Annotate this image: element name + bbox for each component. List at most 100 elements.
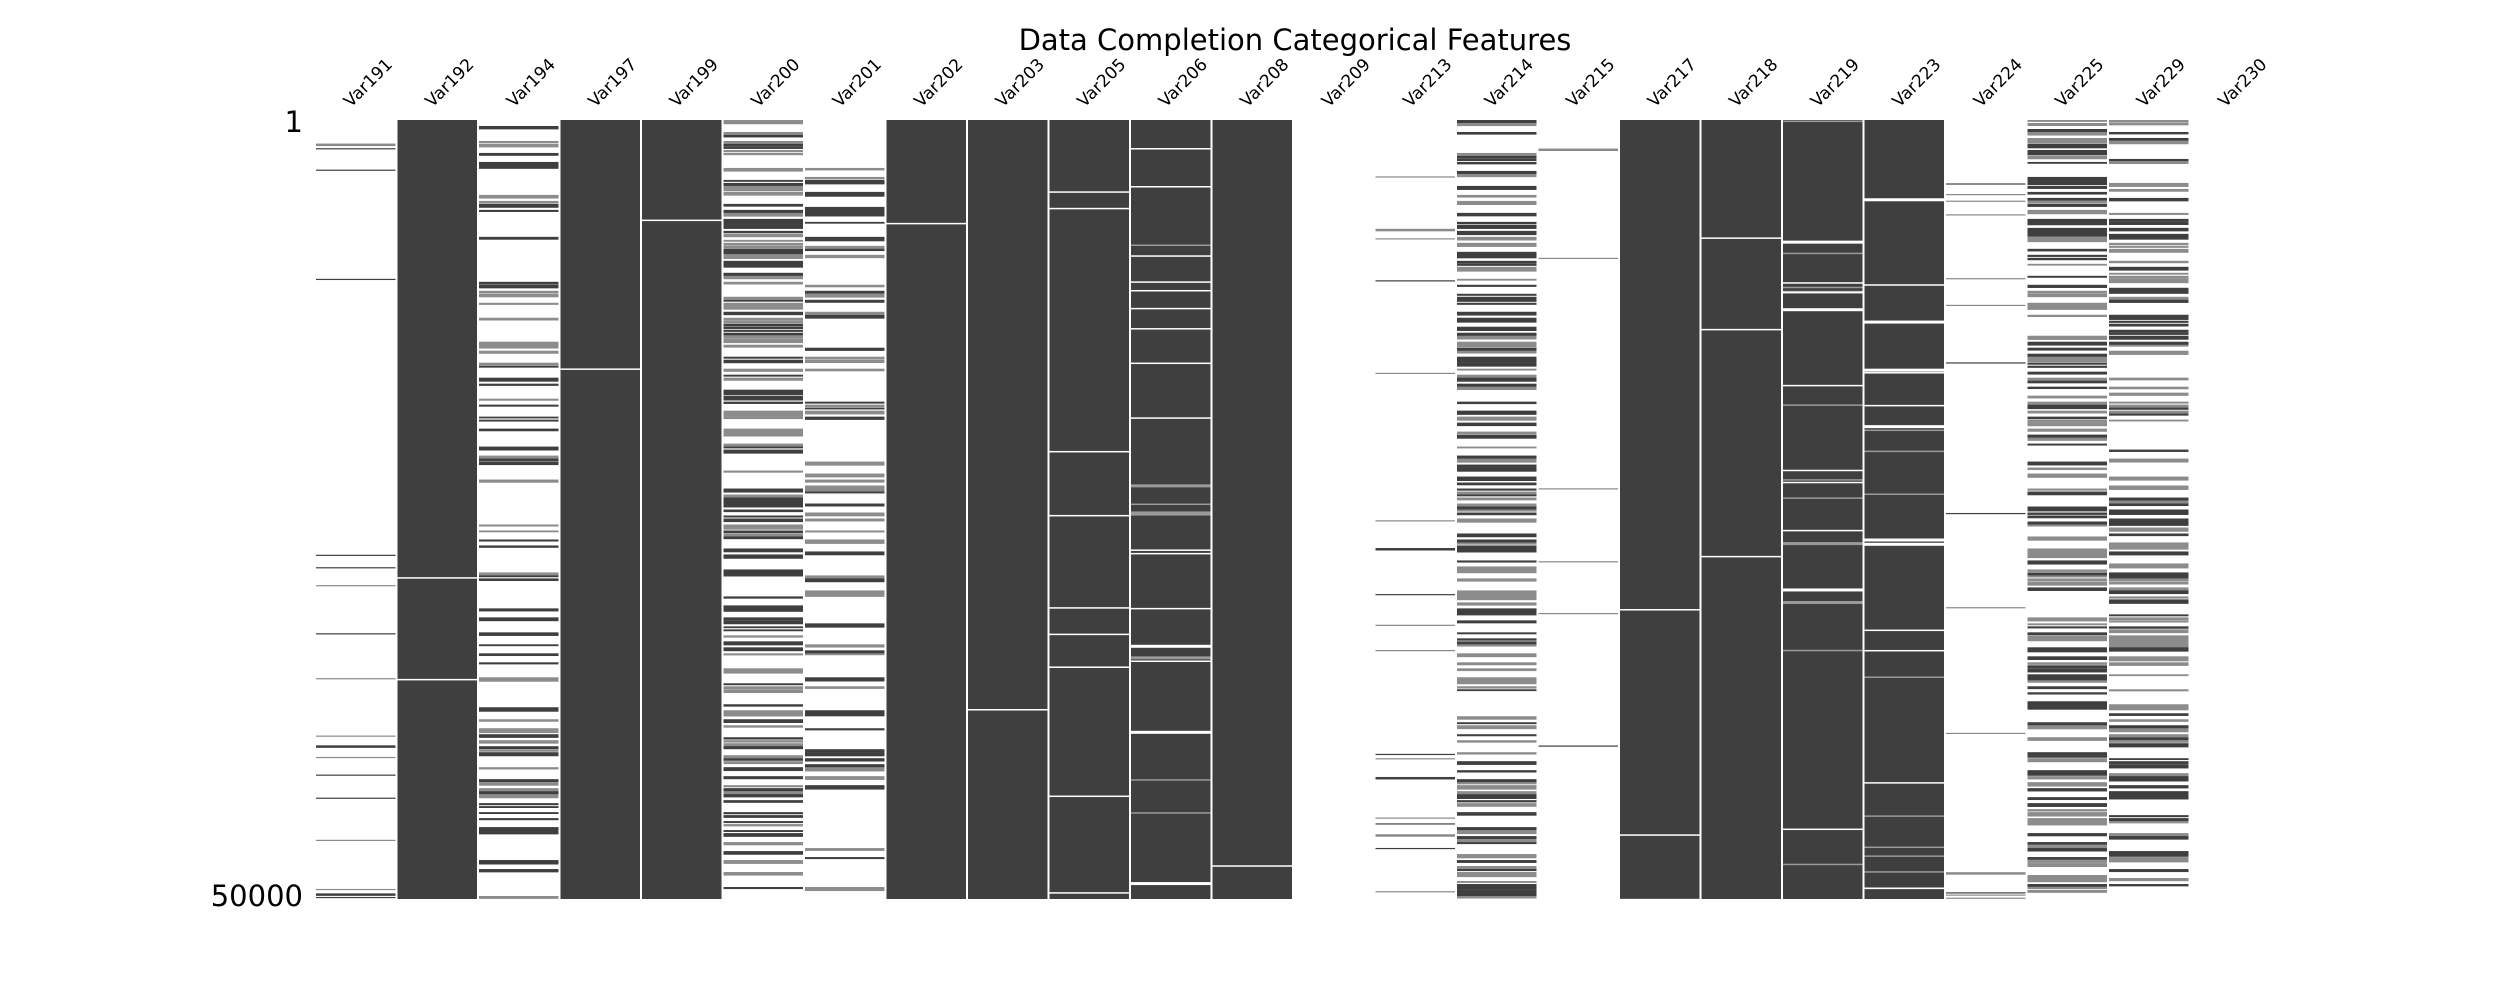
missing-line [1131,552,1211,555]
present-line [316,735,396,737]
column-label-var214: Var214 [1481,55,1538,112]
present-line [2027,209,2107,215]
present-line [805,314,885,319]
present-line [2109,635,2189,639]
present-line [723,548,803,553]
present-line [479,749,559,752]
present-line [479,200,559,204]
missing-line [1783,649,1863,652]
present-line [2109,641,2189,645]
present-line [2109,761,2189,765]
present-line [723,248,803,252]
missing-line [1620,898,1700,901]
present-line [2109,317,2189,320]
missing-line [1783,828,1863,831]
present-line [1457,872,1537,876]
present-line [2109,713,2189,716]
present-line [2109,773,2189,778]
present-line [2027,140,2107,144]
present-line [1946,897,2026,899]
present-line [2027,647,2107,652]
present-line [2109,779,2189,782]
present-line [1457,350,1537,354]
present-line [723,134,803,138]
present-line [805,401,885,404]
present-line [479,317,559,321]
missing-line [1864,320,1944,324]
missing-line [1131,511,1211,513]
present-line [2027,857,2107,860]
present-line [2109,794,2189,799]
present-line [723,320,803,324]
present-line [805,248,885,252]
missing-line [1131,484,1211,488]
present-line [2027,521,2107,526]
present-line [1457,641,1537,646]
present-line [723,620,803,625]
present-line [723,851,803,855]
present-line [723,338,803,344]
present-line [723,668,803,673]
present-line [723,212,803,217]
missing-line [1864,404,1944,407]
present-line [1457,122,1537,127]
missing-line [1131,644,1211,648]
missing-line [1864,429,1944,432]
present-line [805,539,885,544]
missing-line [397,678,477,681]
present-line [1457,866,1537,870]
present-line [2027,770,2107,774]
present-line [1457,686,1537,689]
present-line [723,686,803,690]
present-line [479,455,559,460]
present-line [1457,374,1537,379]
missing-line [1131,549,1211,551]
present-line [2109,740,2189,743]
present-line [1946,894,2026,896]
present-line [2109,320,2189,323]
present-line [723,311,803,316]
present-line [1457,416,1537,421]
present-line [2027,821,2107,826]
present-line [1457,566,1537,570]
present-line [2027,248,2107,252]
missing-line [1131,779,1211,781]
present-line [1375,624,1455,626]
present-line [723,374,803,377]
missing-line [1131,281,1211,283]
present-block [1864,120,1944,899]
present-line [1457,611,1537,616]
present-line [1538,257,1618,259]
present-line [1457,161,1537,165]
missing-line [1864,493,1944,495]
present-line [1946,304,2026,307]
present-line [479,545,559,548]
column-var203 [968,120,1048,899]
present-line [723,120,803,125]
column-label-var192: Var192 [422,55,479,112]
present-line [1457,494,1537,497]
column-label-var202: Var202 [911,55,968,112]
present-line [723,410,803,415]
present-line [2027,665,2107,669]
present-line [1457,278,1537,281]
present-line [723,647,803,652]
missing-line [1864,676,1944,678]
column-label-var200: Var200 [748,55,805,112]
present-line [723,635,803,638]
present-line [2027,467,2107,471]
column-label-var215: Var215 [1563,55,1620,112]
present-line [479,572,559,576]
column-label-var219: Var219 [1807,55,1864,112]
present-line [723,146,803,149]
present-line [1457,632,1537,635]
present-line [805,194,885,197]
present-line [1457,608,1537,612]
present-line [2027,161,2107,164]
column-label-var229: Var229 [2133,55,2190,112]
missing-line [1864,368,1944,372]
present-line [805,368,885,372]
present-block [560,120,640,899]
present-line [1457,155,1537,159]
present-line [805,245,885,250]
